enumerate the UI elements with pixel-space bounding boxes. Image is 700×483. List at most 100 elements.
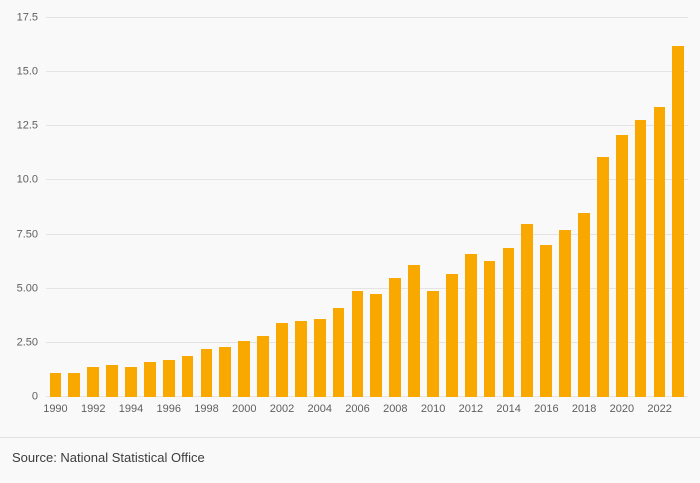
y-tick-label: 2.50	[16, 336, 38, 349]
bar-slot	[348, 18, 367, 397]
bar-slot	[518, 18, 537, 397]
bar-slot	[216, 18, 235, 397]
bar-slot	[65, 18, 84, 397]
footer-divider	[0, 437, 700, 438]
bar-2016	[540, 245, 553, 397]
bar-slot	[84, 18, 103, 397]
x-tick-label: 2014	[496, 403, 521, 415]
x-tick-label: 2018	[571, 403, 597, 415]
bar-slot	[631, 18, 650, 397]
bar-slot	[461, 18, 480, 397]
bar-2023	[672, 46, 685, 397]
source-text: Source: National Statistical Office	[12, 450, 205, 465]
gridline	[46, 125, 688, 127]
bar-1991	[68, 373, 81, 397]
x-tick-label: 2010	[420, 403, 446, 415]
gridline	[46, 233, 688, 235]
x-tick-label: 2000	[232, 403, 257, 415]
bar-2000	[238, 340, 251, 397]
bar-1990	[49, 373, 62, 397]
bar-1998	[200, 349, 213, 397]
bar-2022	[653, 106, 666, 397]
x-tick-label: 1998	[194, 403, 219, 415]
bar-2019	[596, 156, 609, 397]
bar-1999	[219, 347, 232, 397]
y-tick-label: 5.00	[16, 282, 38, 295]
bar-slot	[386, 18, 405, 397]
x-tick-label: 1992	[80, 403, 106, 415]
bar-slot	[178, 18, 197, 397]
bar-1997	[181, 355, 194, 397]
x-tick-label: 1996	[156, 403, 181, 415]
bar-slot	[650, 18, 669, 397]
gridline	[46, 396, 688, 397]
bar-slot	[480, 18, 499, 397]
bar-1993	[106, 364, 118, 397]
gridline	[46, 287, 688, 289]
bar-2007	[370, 294, 383, 397]
bar-2001	[257, 336, 269, 397]
gridline	[46, 341, 688, 343]
x-tick-label: 2022	[647, 403, 672, 415]
bar-slot	[575, 18, 594, 397]
x-tick-label: 2020	[609, 403, 635, 415]
bar-2004	[313, 319, 326, 397]
bar-slot	[499, 18, 518, 397]
y-tick-label: 0	[31, 390, 38, 403]
bar-1995	[143, 362, 156, 397]
bar-slot	[612, 18, 631, 397]
x-axis-labels: 1990 1992 1994 1996 1998 2000 2002 2004 2006 2008…	[43, 397, 688, 417]
bar-slot	[310, 18, 329, 397]
gridline	[46, 71, 688, 73]
bar-2014	[502, 247, 515, 397]
bar-2015	[521, 223, 534, 397]
bar-2008	[389, 277, 402, 397]
bar-2020	[615, 134, 628, 397]
bar-slot	[669, 18, 688, 397]
bar-slot	[235, 18, 254, 397]
bar-slot	[273, 18, 292, 397]
bar-slot	[159, 18, 178, 397]
bar-slot	[556, 18, 575, 397]
x-tick-label: 1994	[118, 403, 144, 415]
x-tick-label: 2012	[458, 403, 484, 415]
plot-area: 0 2.50 5.00 7.50 10.0 12.5 15.0 17.5 1990 1992 199…	[17, 12, 688, 415]
bar-1994	[125, 366, 137, 397]
bar-slot	[424, 18, 443, 397]
bar-2017	[559, 230, 571, 397]
bar-2005	[332, 308, 345, 397]
x-tick-label: 1990	[43, 403, 68, 415]
x-tick-label: 2002	[269, 403, 295, 415]
bar-2010	[427, 290, 439, 397]
x-tick-label: 2016	[534, 403, 559, 415]
bar-slot	[197, 18, 216, 397]
bar-slot	[103, 18, 122, 397]
x-tick-label: 2004	[307, 403, 333, 415]
bar-2011	[445, 273, 458, 397]
bar-2013	[483, 260, 496, 397]
bar-slot	[254, 18, 273, 397]
bar-slot	[405, 18, 424, 397]
bar-2006	[351, 290, 364, 397]
bar-slot	[593, 18, 612, 397]
gridline	[46, 179, 688, 181]
y-tick-label: 7.50	[16, 228, 38, 241]
bar-2012	[464, 254, 477, 397]
bar-slot	[140, 18, 159, 397]
x-tick-label: 2006	[345, 403, 370, 415]
bars-container	[46, 18, 688, 397]
bar-1996	[162, 360, 175, 397]
bar-2018	[578, 212, 590, 397]
x-tick-label: 2008	[383, 403, 408, 415]
y-tick-label: 15.0	[16, 65, 38, 78]
bar-slot	[367, 18, 386, 397]
bar-2021	[634, 119, 647, 397]
bar-slot	[537, 18, 556, 397]
y-tick-label: 17.5	[16, 11, 38, 24]
bar-slot	[442, 18, 461, 397]
gridline	[46, 17, 688, 18]
bar-2002	[276, 323, 288, 397]
y-tick-label: 12.5	[16, 119, 38, 132]
bar-slot	[46, 18, 65, 397]
